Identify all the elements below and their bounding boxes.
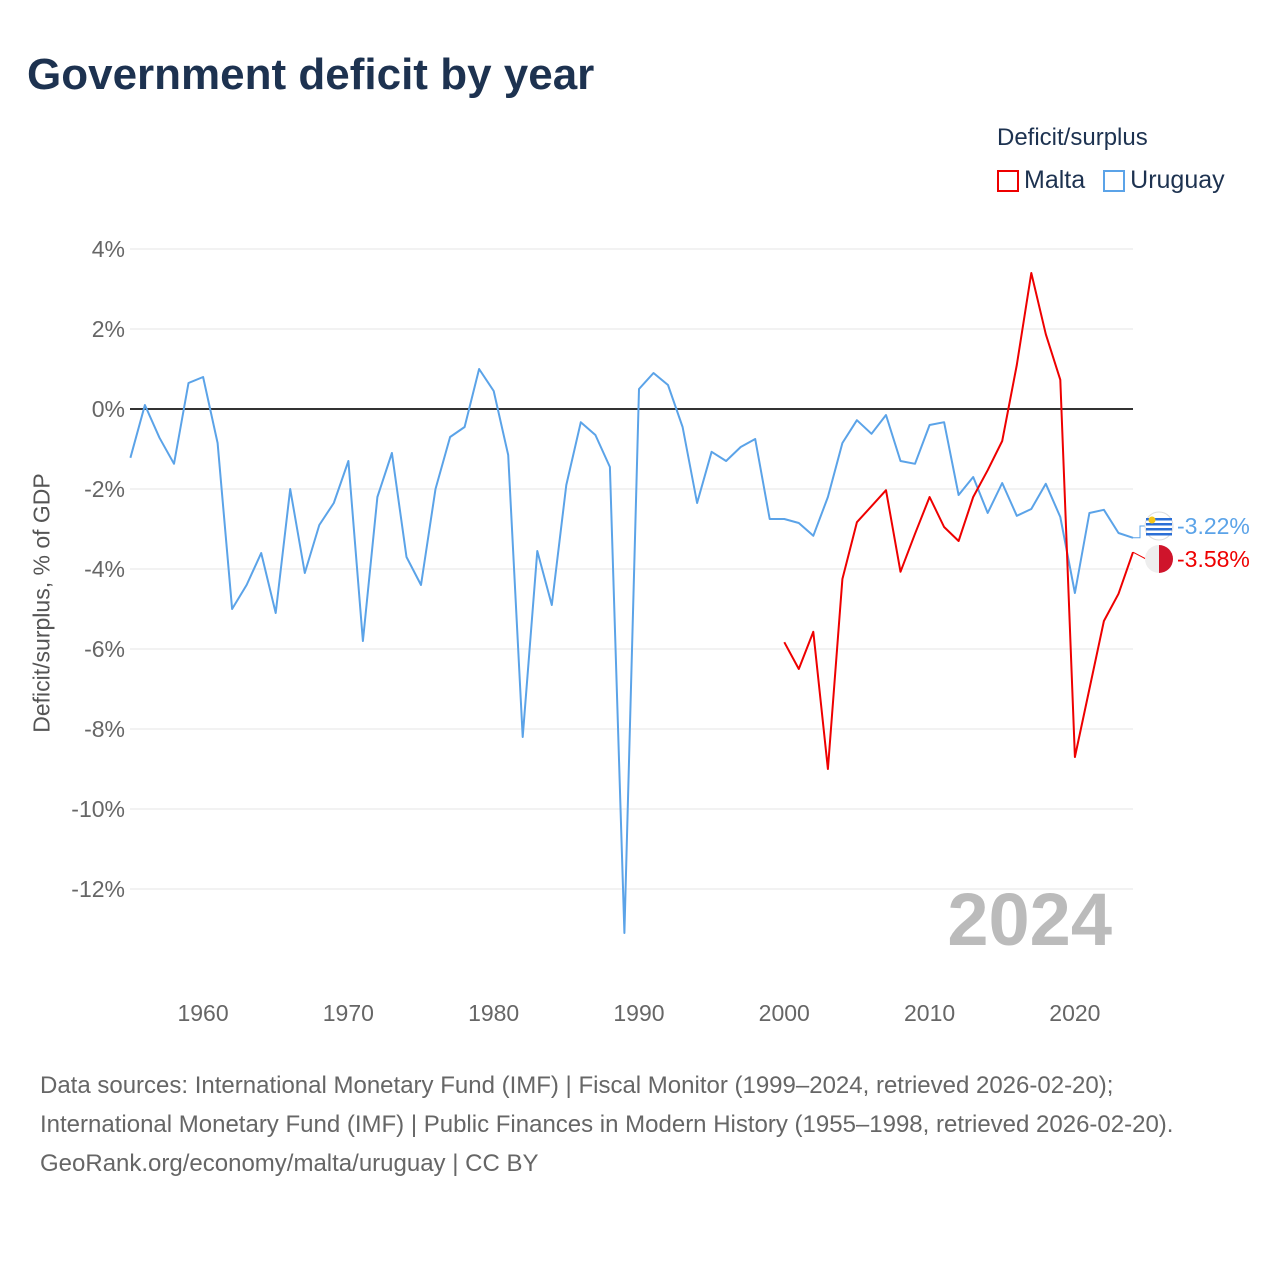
x-tick-label: 2020: [1049, 1000, 1100, 1026]
footer: Data sources: International Monetary Fun…: [40, 1066, 1240, 1183]
flag-stripe: [1146, 523, 1172, 526]
y-tick-label: -6%: [84, 636, 125, 662]
y-tick-label: 0%: [92, 396, 125, 422]
legend-item-malta[interactable]: Malta: [997, 166, 1085, 195]
flag-stripe: [1146, 528, 1172, 531]
year-watermark: 2024: [947, 878, 1112, 961]
y-tick-label: -2%: [84, 476, 125, 502]
credit-link[interactable]: GeoRank.org/economy/malta/uruguay | CC B…: [40, 1150, 539, 1177]
y-tick-label: 4%: [92, 236, 125, 262]
x-tick-label: 2010: [904, 1000, 955, 1026]
series-line-malta: [783, 272, 1134, 770]
malta-flag-icon: [1145, 545, 1159, 573]
y-tick-label: -10%: [71, 796, 125, 822]
end-label-uruguay: -3.22%: [1177, 513, 1250, 539]
x-tick-label: 1970: [323, 1000, 374, 1026]
y-tick-label: -8%: [84, 716, 125, 742]
y-tick-label: -12%: [71, 876, 125, 902]
legend-label: Malta: [1024, 166, 1086, 194]
y-tick-label: 2%: [92, 316, 125, 342]
x-tick-label: 1990: [613, 1000, 664, 1026]
flag-stripe: [1146, 533, 1172, 536]
legend-item-uruguay[interactable]: Uruguay: [1103, 166, 1225, 195]
series-line-uruguay: [129, 368, 1134, 934]
flag-stripe: [1146, 518, 1172, 521]
x-tick-label: 1960: [177, 1000, 228, 1026]
label-connector: [1132, 551, 1147, 560]
legend-swatch-malta: [997, 169, 1019, 192]
legend: Malta Uruguay: [997, 166, 1225, 195]
data-sources: Data sources: International Monetary Fun…: [40, 1072, 1174, 1138]
y-tick-label: -4%: [84, 556, 125, 582]
x-tick-label: 1980: [468, 1000, 519, 1026]
end-label-malta: -3.58%: [1177, 546, 1250, 572]
legend-swatch-uruguay: [1103, 169, 1126, 192]
flag-sun: [1148, 516, 1156, 524]
line-chart: 4% 2% 0% -2% -4% -6% -8% -10% -12% 1960 1970 1980 19…: [71, 236, 1250, 1026]
legend-title: Deficit/surplus: [997, 124, 1148, 151]
chart-title: Government deficit by year: [27, 50, 595, 99]
uruguay-flag-icon: [1144, 511, 1174, 541]
legend-label: Uruguay: [1130, 166, 1225, 194]
label-connector: [1133, 525, 1146, 539]
malta-flag-red-half: [1159, 545, 1173, 573]
x-tick-label: 2000: [759, 1000, 810, 1026]
